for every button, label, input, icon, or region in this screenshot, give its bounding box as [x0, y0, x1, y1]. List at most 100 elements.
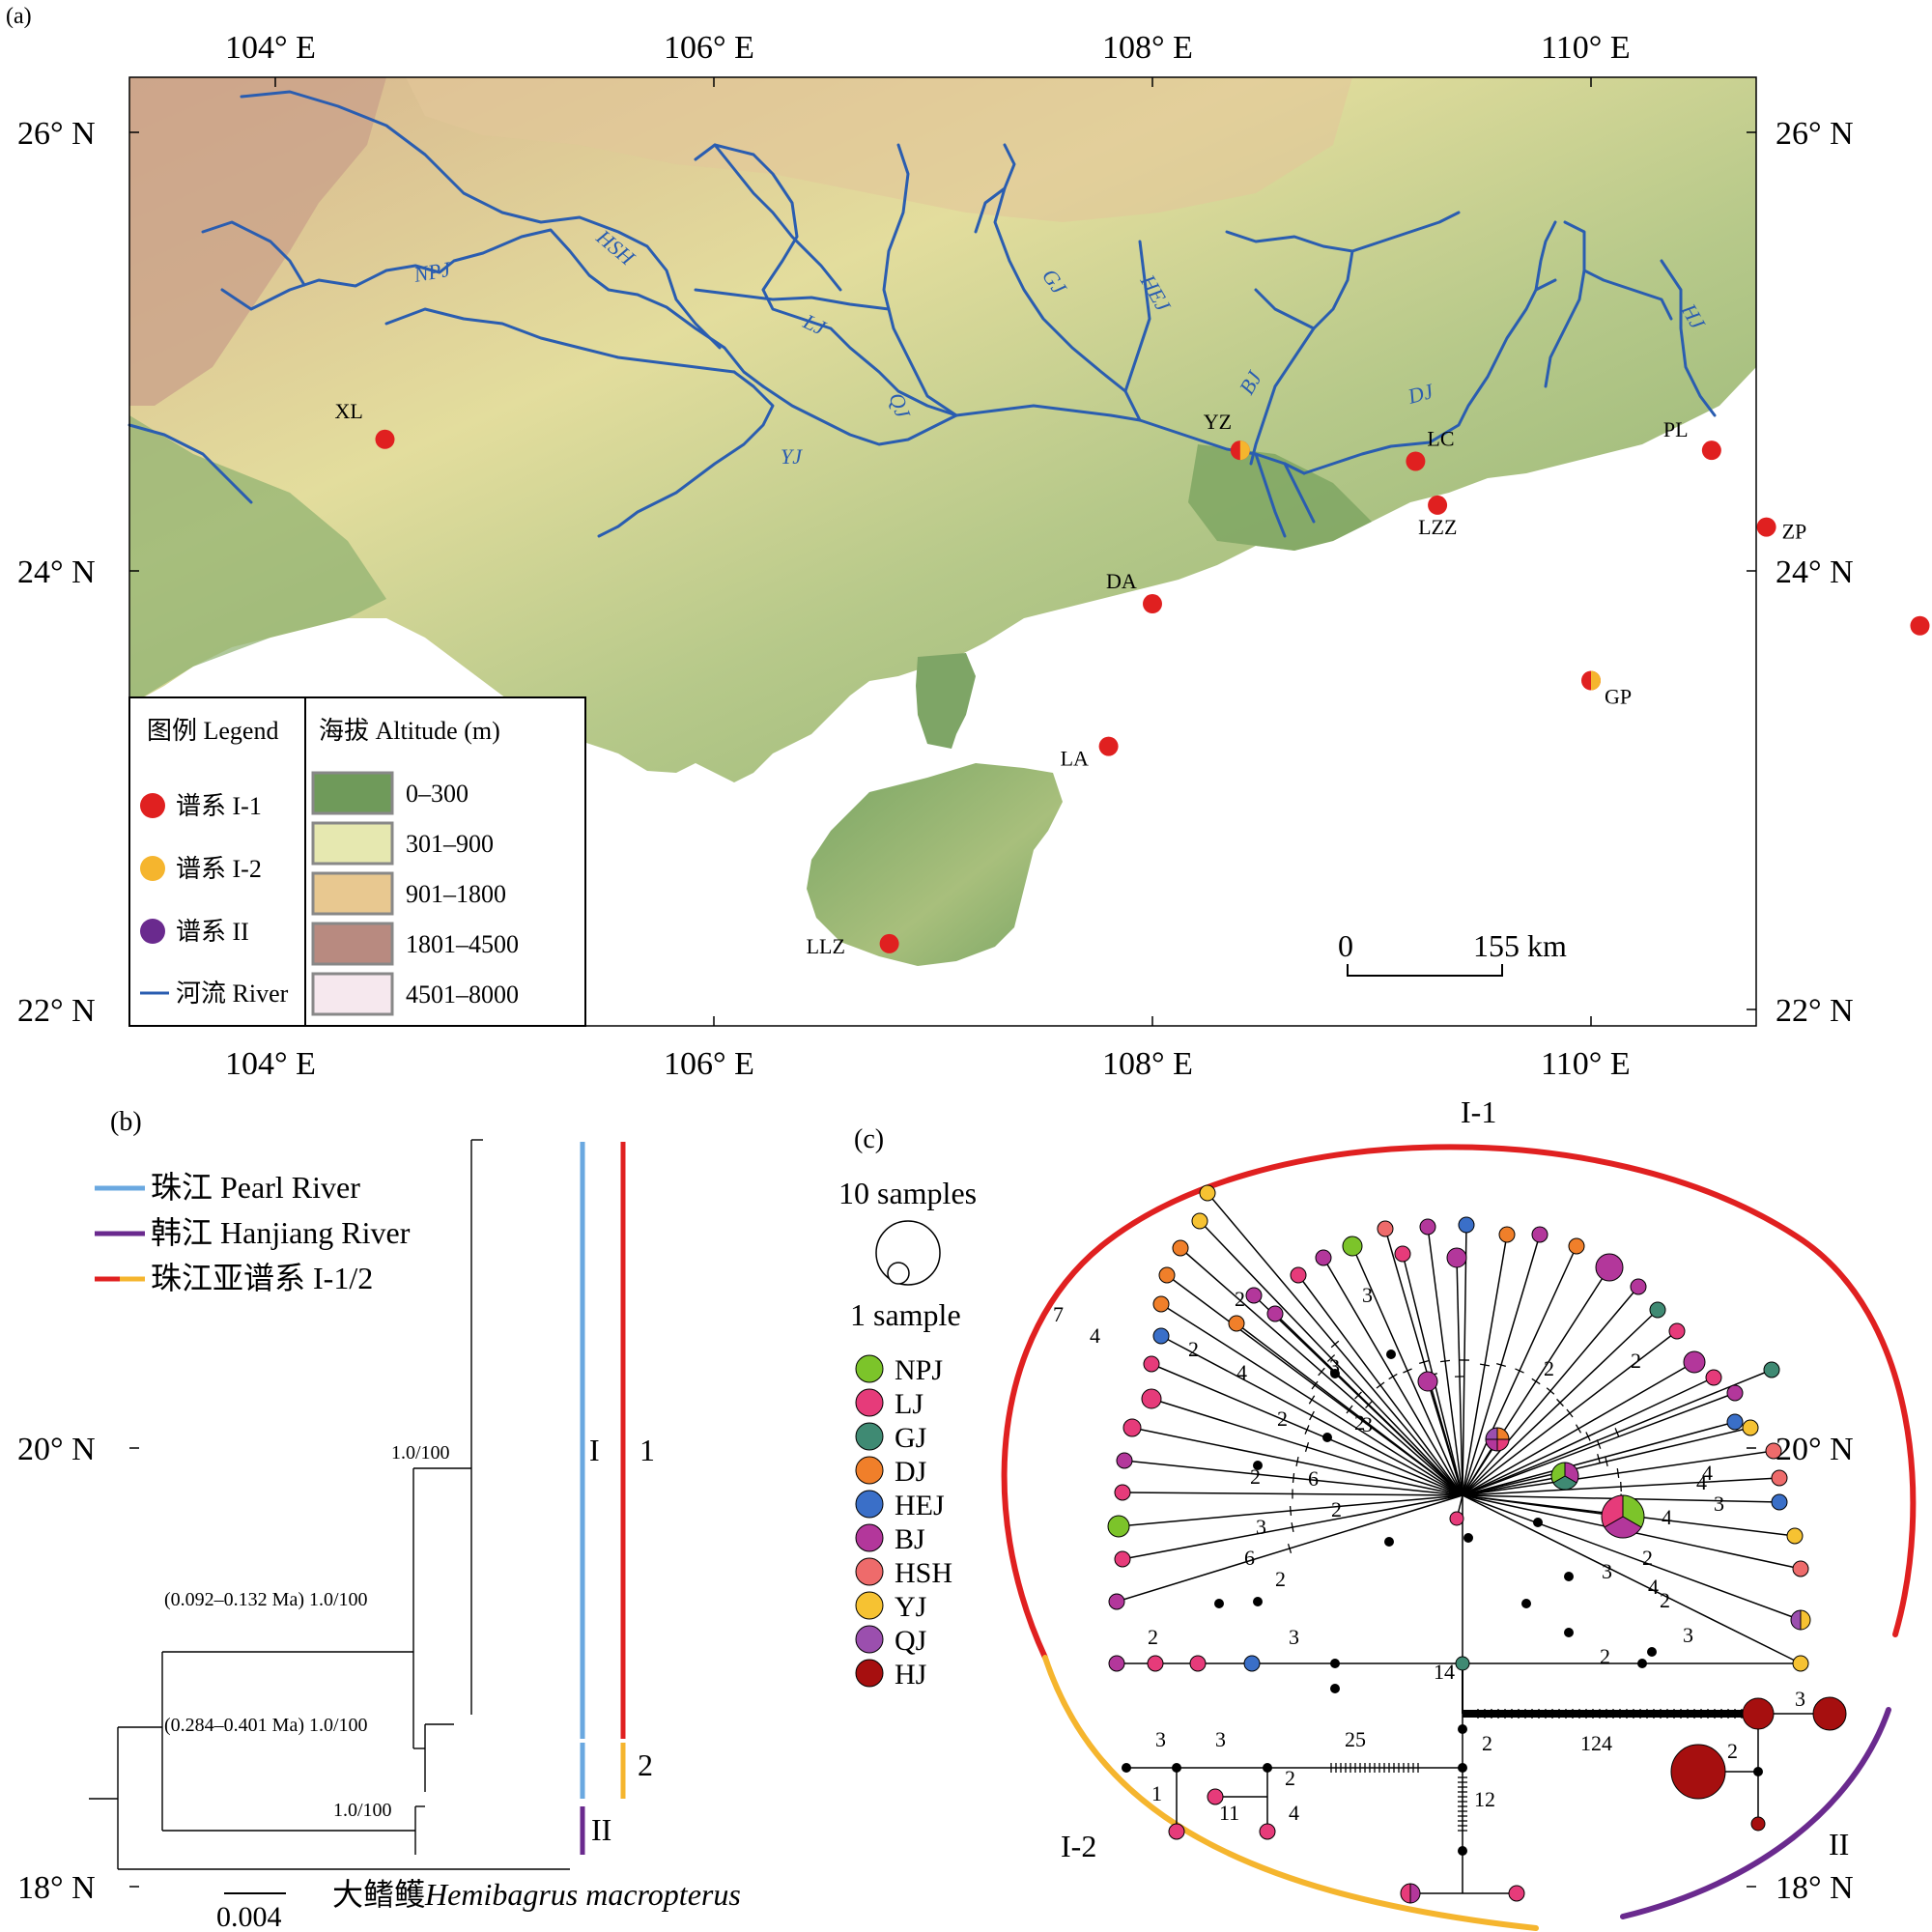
median-vector: [1533, 1518, 1543, 1527]
river-hj-main: [1582, 269, 1673, 321]
mutation-count: 3: [1329, 1354, 1340, 1378]
mutation-count: 4: [1662, 1505, 1672, 1529]
network-size-legend: 10 samples 1 sample: [838, 1176, 977, 1332]
haplotype-node: [1668, 1322, 1686, 1340]
haplotype-node: [1259, 1823, 1276, 1840]
mutation-count: 12: [1474, 1787, 1495, 1811]
haplotype-circle: [1419, 1218, 1436, 1236]
river-yj: [597, 370, 775, 538]
population-label-npj: NPJ: [895, 1354, 943, 1386]
lat-label-left: 24° N: [17, 554, 96, 590]
southwest-plain: [129, 415, 386, 705]
haplotype-node: [1683, 1350, 1706, 1374]
legend-item-lineage-ii: 谱系 II: [176, 918, 249, 946]
mutation-tick: [1326, 1354, 1336, 1362]
mutation-tick: [1289, 1505, 1293, 1517]
lineage-label-i1: I-1: [1461, 1094, 1496, 1129]
central-haplotype: [1455, 1656, 1470, 1671]
mutation-tick: [1575, 1424, 1582, 1434]
haplotype-node: [1152, 1295, 1170, 1313]
mutation-tick: [1585, 1432, 1591, 1441]
haplotype-circle: [1147, 1655, 1164, 1672]
haplotype-circle: [1116, 1452, 1133, 1469]
haplotype-slice: [1485, 1438, 1498, 1452]
haplotype-circle: [1141, 1388, 1162, 1409]
altitude-swatch-3: [311, 871, 394, 916]
map-axes: 104° E 104° E 106° E 106° E 108° E 108° E 110°…: [17, 30, 1854, 1906]
haplotype-slice: [1552, 1475, 1577, 1491]
site-label: LLZ: [807, 934, 845, 958]
outgroup-label-latin: Hemibagrus macropterus: [424, 1877, 741, 1912]
haplotype-circle: [1266, 1305, 1284, 1322]
western-highlands: [129, 77, 386, 406]
haplotype-node: [1763, 1361, 1780, 1378]
tree-legend: 珠江 Pearl River 韩江 Hanjiang River 珠江亚谱系 I…: [95, 1170, 411, 1295]
site-marker: [1143, 594, 1162, 614]
outgroup-label-chinese: 大鳍鳠: [332, 1877, 425, 1912]
haplotype-slice: [1800, 1609, 1811, 1631]
population-swatch-yj: [855, 1591, 884, 1620]
haplotype-circle: [1172, 1239, 1189, 1257]
mutation-count: 2: [1285, 1766, 1295, 1790]
network-edges: [1116, 1192, 1830, 1894]
site-label: PL: [1663, 417, 1689, 441]
scale-bar-end: 155 km: [1473, 928, 1567, 963]
haplotype-circle: [1649, 1301, 1666, 1319]
haplotype-node: [1771, 1493, 1788, 1511]
river-hsh: [240, 90, 722, 350]
population-swatch-npj: [855, 1354, 884, 1383]
haplotype-node: [1116, 1452, 1133, 1469]
median-vector: [1253, 1461, 1263, 1470]
haplotype-slice: [1790, 1609, 1802, 1631]
haplotype-circle: [1531, 1226, 1548, 1243]
haplotype-slice: [1550, 1462, 1566, 1484]
scale-bar: 0 155 km: [1338, 928, 1567, 977]
lat-label-left: 20° N: [17, 1432, 96, 1467]
clade-label-1: 1: [639, 1433, 655, 1467]
median-vector: [1172, 1763, 1181, 1773]
tree-annotations: 1.0/100 (0.092–0.132 Ma) 1.0/100 (0.284–…: [164, 1142, 741, 1932]
haplotype-node: [1400, 1883, 1421, 1904]
mutation-count: 3: [1602, 1559, 1612, 1583]
map-legend: 图例 Legend 谱系 I-1 谱系 I-2 谱系 II 河流 River: [128, 696, 306, 1027]
mutation-count: 4: [1696, 1470, 1707, 1494]
mutation-count: 3: [1289, 1625, 1299, 1649]
mutation-tick: [1556, 1398, 1564, 1407]
site-label: LC: [1427, 427, 1454, 451]
mutation-count: 2: [1600, 1644, 1610, 1668]
site-lc: LC: [1406, 427, 1455, 471]
population-label-qj: QJ: [895, 1625, 927, 1657]
haplotype-node: [1458, 1216, 1475, 1234]
mutation-tick: [1291, 1521, 1294, 1533]
haplotype-node: [1147, 1655, 1164, 1672]
haplotype-circle: [1114, 1550, 1131, 1568]
population-label-gj: GJ: [895, 1422, 927, 1454]
mutation-count: 25: [1345, 1727, 1366, 1751]
lon-label-top: 104° E: [225, 30, 316, 66]
haplotype-circle: [1228, 1315, 1245, 1332]
mutation-count: 2: [1727, 1739, 1738, 1763]
mutation-count: 2: [1631, 1349, 1641, 1373]
lon-label-bottom: 108° E: [1102, 1046, 1193, 1082]
altitude-class-2: 301–900: [406, 830, 494, 858]
median-vector: [1564, 1572, 1574, 1581]
river-delta-2: [1283, 462, 1316, 524]
mutation-count: 2: [1277, 1406, 1288, 1431]
network-edge: [1427, 1380, 1463, 1496]
haplotype-node: [1550, 1462, 1579, 1491]
mutation-count: 2: [1544, 1356, 1554, 1380]
haplotype-node: [1742, 1697, 1775, 1730]
haplotype-node: [1199, 1184, 1216, 1202]
clade-label-ii: II: [591, 1812, 611, 1847]
haplotype-node: [1726, 1384, 1744, 1402]
haplotype-node: [1742, 1419, 1759, 1436]
mutation-count: 2: [1482, 1731, 1492, 1755]
median-vector: [1330, 1659, 1340, 1668]
median-vector: [1122, 1763, 1131, 1773]
site-pl: PL: [1663, 417, 1721, 461]
mutation-count: 2: [1331, 1497, 1342, 1521]
median-vector: [1458, 1846, 1467, 1856]
mutation-count: 4: [1236, 1360, 1247, 1384]
population-label-hej: HEJ: [895, 1490, 945, 1521]
haplotype-circle: [1107, 1515, 1130, 1538]
